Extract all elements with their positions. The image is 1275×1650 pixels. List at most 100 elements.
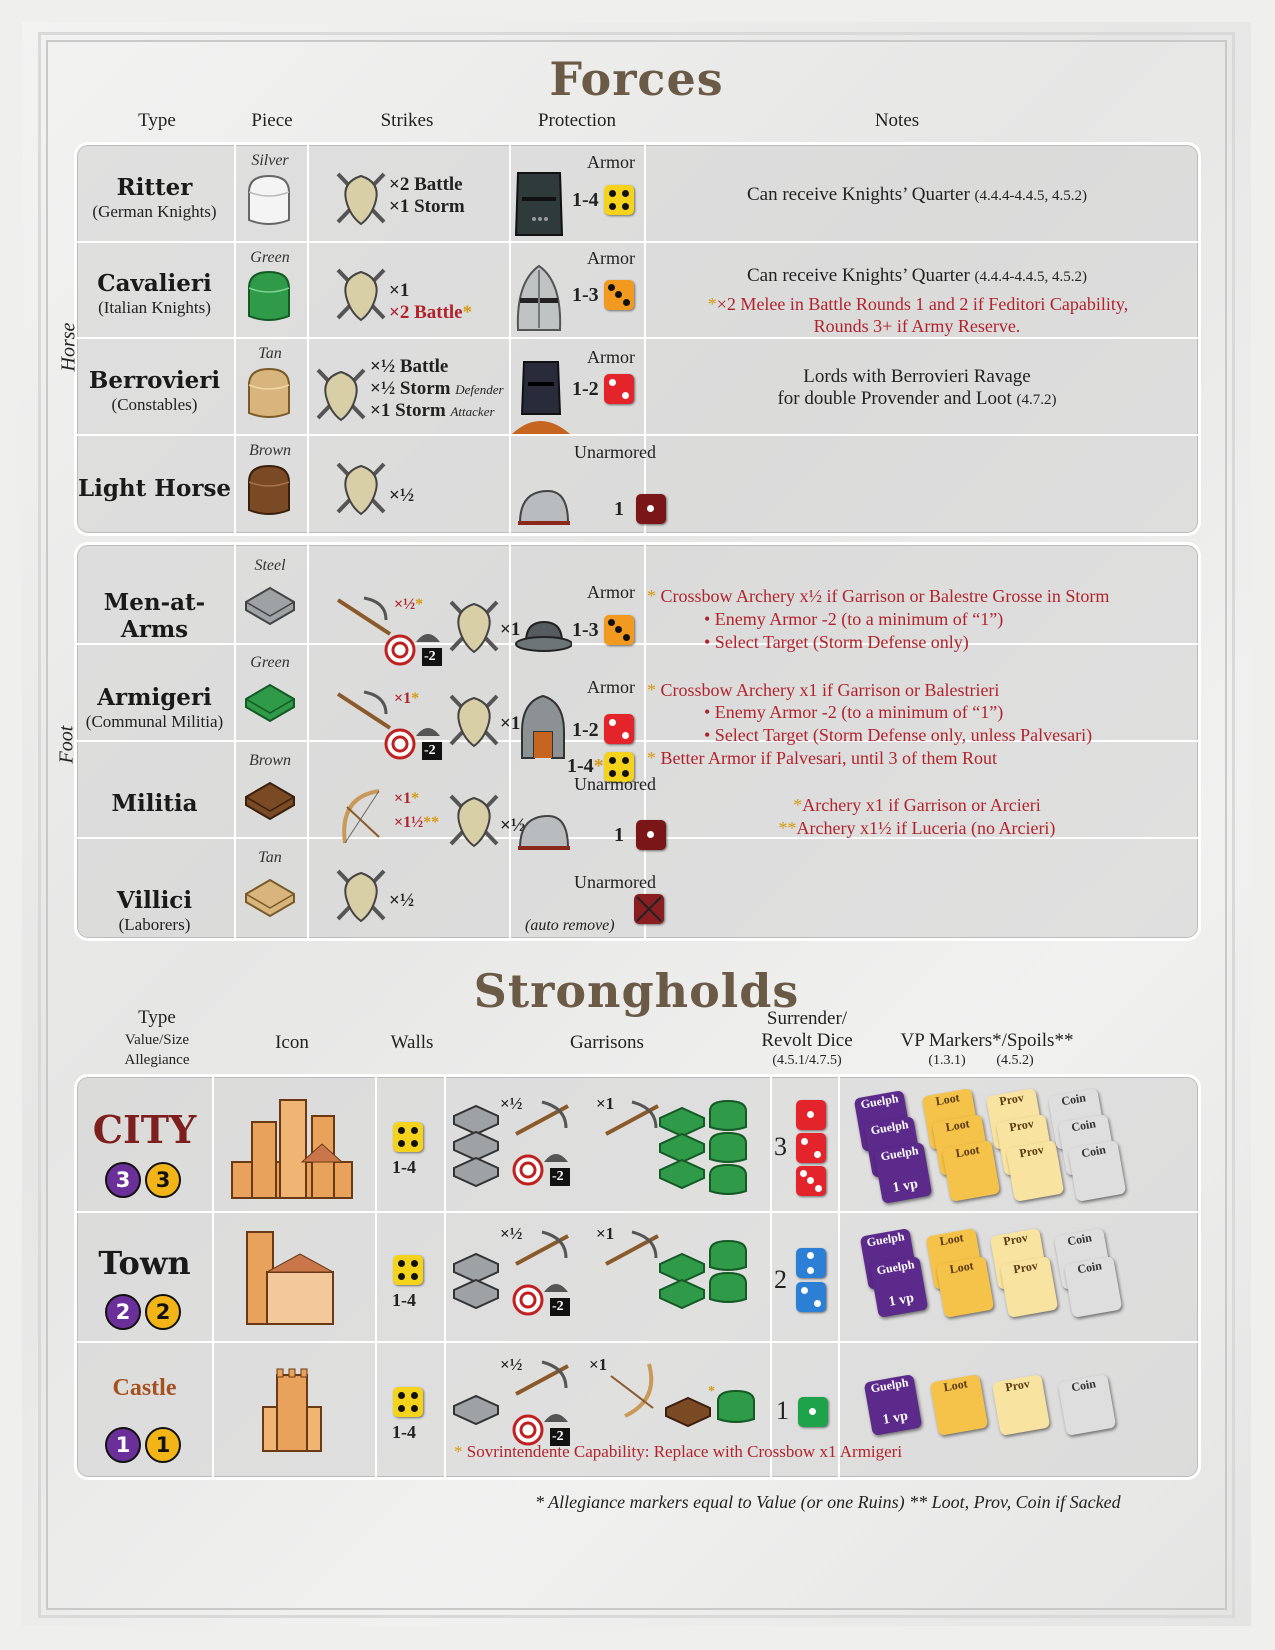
unit-note-red: * Crossbow Archery x½ if Garrison or Bal… bbox=[647, 586, 1110, 606]
die-blue-2 bbox=[796, 1282, 826, 1312]
green-garrison-stack bbox=[659, 1106, 705, 1190]
die-brown-1 bbox=[636, 820, 666, 850]
strike-battle: ×2 Battle bbox=[389, 174, 463, 195]
unit-name: Armigeri bbox=[97, 684, 212, 711]
prov-card: Prov bbox=[991, 1374, 1051, 1436]
piece-color: Brown bbox=[248, 752, 292, 769]
strike-battle: ×2 Battle* bbox=[389, 302, 473, 323]
strike-melee: ×½ bbox=[389, 890, 415, 911]
armor-penalty: -2 bbox=[424, 743, 436, 758]
protection-type: Unarmored bbox=[574, 442, 656, 462]
protection-type: Unarmored bbox=[574, 774, 656, 794]
protection-type: Unarmored bbox=[574, 872, 656, 892]
kettle-hat-icon bbox=[515, 620, 572, 652]
piece-color: Tan bbox=[258, 849, 282, 866]
die-red-2 bbox=[796, 1133, 826, 1163]
silver-horse-piece bbox=[248, 174, 290, 225]
green-horse-piece bbox=[248, 270, 290, 321]
footnote: * Allegiance markers equal to Value (or … bbox=[535, 1492, 1121, 1512]
die-orange-3 bbox=[604, 615, 634, 645]
longbow-icon bbox=[342, 789, 380, 844]
unit-note-red: **Archery x1½ if Luceria (no Arcieri) bbox=[778, 818, 1056, 838]
unit-subtitle: (German Knights) bbox=[92, 202, 217, 221]
strongholds-title: Strongholds bbox=[473, 964, 800, 1018]
unit-note: Can receive Knights’ Quarter (4.4.4-4.4.… bbox=[746, 184, 1088, 205]
unit-name: Berrovieri bbox=[88, 367, 221, 394]
green-horse-stack bbox=[709, 1239, 747, 1303]
prov-card: Prov bbox=[1005, 1140, 1065, 1202]
header-spoils-ref: (4.5.2) bbox=[996, 1053, 1034, 1068]
strike-battle: ×½ Battle bbox=[370, 356, 449, 377]
unit-name: Light Horse bbox=[77, 475, 232, 502]
header-type: Type bbox=[138, 1007, 176, 1028]
archery-value: ×1* bbox=[394, 690, 420, 707]
protection-type: Armor bbox=[587, 347, 635, 367]
crossbow-icon bbox=[515, 1100, 569, 1136]
strike-storm: ×1 Storm bbox=[389, 196, 465, 217]
melee-shield-icon bbox=[336, 172, 386, 226]
die-removed-icon bbox=[634, 894, 664, 924]
surrender-dice-count: 1 bbox=[776, 1396, 789, 1425]
archery-target-icon bbox=[384, 728, 442, 760]
strike-storm-attacker: ×1 Storm Attacker bbox=[370, 400, 495, 421]
die-orange-3 bbox=[604, 280, 634, 310]
steel-garrison-stack bbox=[453, 1104, 499, 1188]
outer-border bbox=[38, 32, 1235, 1618]
piece-color: Green bbox=[250, 249, 290, 266]
unit-subtitle: (Italian Knights) bbox=[98, 298, 211, 317]
header-icon: Icon bbox=[275, 1032, 309, 1053]
unit-note-red: *Archery x1 if Garrison or Arcieri bbox=[793, 795, 1041, 815]
steel-foot-piece bbox=[245, 586, 295, 626]
crossbow-icon bbox=[605, 1230, 659, 1266]
unit-name: Cavalieri bbox=[97, 270, 212, 297]
protection-value: 1-2 bbox=[572, 378, 599, 400]
unit-note-red: • Enemy Armor -2 (to a minimum of “1”) bbox=[704, 609, 1004, 629]
archery-value: ×1* bbox=[394, 790, 420, 807]
loot-card: Loot bbox=[941, 1140, 1001, 1202]
protection-type: Armor bbox=[587, 582, 635, 602]
protection-value: 1 bbox=[614, 824, 624, 846]
crossbow-garrison-value: ×½ bbox=[500, 1355, 523, 1374]
bascinet-helm-icon bbox=[516, 264, 562, 331]
crossbow-icon bbox=[336, 690, 392, 730]
unit-subtitle: (Laborers) bbox=[118, 915, 191, 934]
archery-target-icon bbox=[512, 1154, 570, 1186]
die-blue-2 bbox=[796, 1248, 826, 1278]
strike-melee: ×1 bbox=[389, 280, 410, 301]
protection-value: 1-3 bbox=[572, 284, 599, 306]
unit-note-red: • Select Target (Storm Defense only) bbox=[704, 632, 969, 652]
coin-card: Coin bbox=[1063, 1256, 1123, 1318]
stronghold-name: Town bbox=[98, 1244, 191, 1282]
archery-value: ×½* bbox=[394, 596, 424, 613]
brown-garrison-piece bbox=[665, 1396, 711, 1428]
crossbow-icon bbox=[515, 1360, 569, 1396]
protection-value: 1 bbox=[614, 498, 624, 520]
steel-garrison-piece bbox=[453, 1394, 499, 1426]
nasal-helm-icon bbox=[521, 694, 565, 759]
die-red-3 bbox=[796, 1166, 826, 1196]
allegiance-badge: 2 bbox=[145, 1294, 181, 1330]
protection-type: Armor bbox=[587, 152, 635, 172]
longbow-icon bbox=[610, 1363, 654, 1418]
castle-icon bbox=[262, 1368, 322, 1452]
castle-note: * Sovrintendente Capability: Replace wit… bbox=[454, 1442, 903, 1461]
strike-melee: ×½ bbox=[389, 485, 415, 506]
die-red-2 bbox=[604, 714, 634, 744]
coin-card: Coin bbox=[1057, 1374, 1117, 1436]
loot-card: Loot bbox=[935, 1256, 995, 1318]
unit-name: Militia bbox=[111, 790, 198, 817]
tan-horse-piece bbox=[248, 367, 290, 418]
strike-storm-defender: ×½ Storm Defender bbox=[370, 378, 504, 399]
kettle-helm-icon bbox=[512, 361, 570, 434]
green-horse-piece bbox=[717, 1389, 755, 1423]
vp-marker-card: Guelph 1 vp bbox=[869, 1256, 929, 1318]
die-brown-1 bbox=[636, 494, 666, 524]
unit-name: Ritter bbox=[116, 174, 193, 201]
crossbow-icon bbox=[605, 1100, 659, 1136]
unit-subtitle: (Constables) bbox=[111, 395, 198, 414]
armor-penalty: -2 bbox=[424, 649, 436, 664]
green-garrison-stack bbox=[659, 1252, 705, 1310]
unit-note-red: • Select Target (Storm Defense only, unl… bbox=[704, 725, 1093, 745]
header-notes: Notes bbox=[874, 110, 920, 131]
loot-card: Loot bbox=[929, 1374, 989, 1436]
